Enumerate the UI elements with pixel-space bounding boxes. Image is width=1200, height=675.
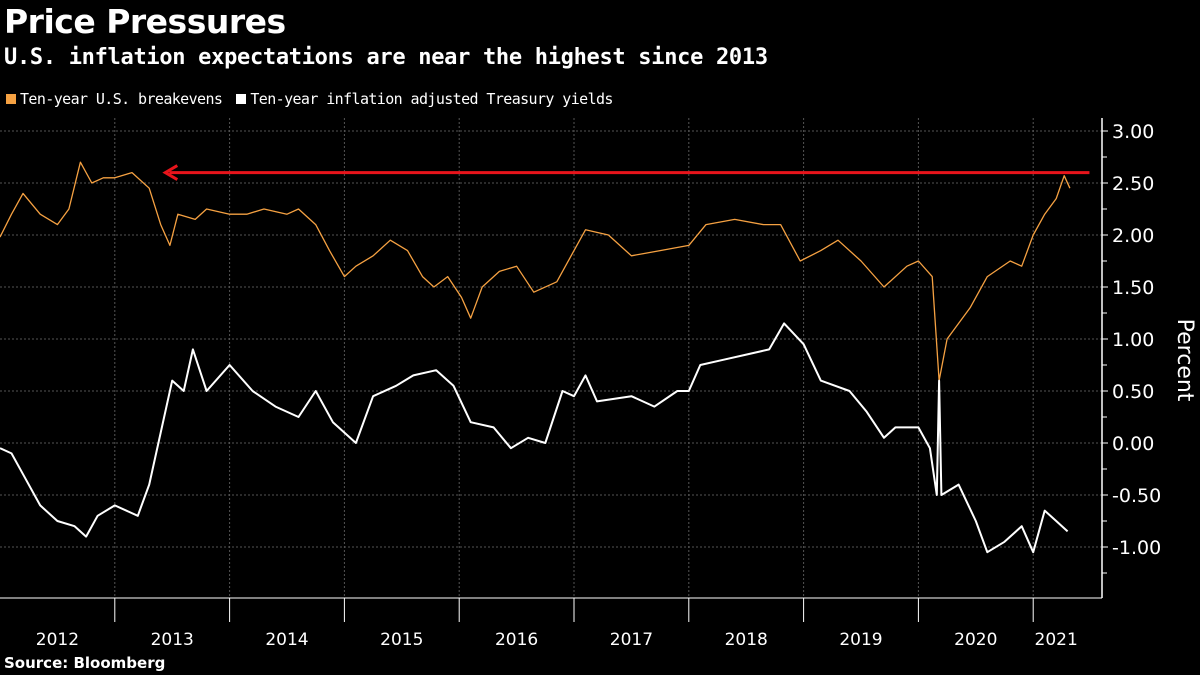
legend-label: Ten-year U.S. breakevens	[20, 90, 223, 108]
source-note: Source: Bloomberg	[4, 654, 166, 672]
chart-subtitle: U.S. inflation expectations are near the…	[4, 45, 768, 70]
series-line-breakevens	[0, 161, 1071, 382]
y-axis-label: Percent	[1172, 319, 1197, 402]
y-tick-label: 0.50	[1112, 381, 1154, 403]
legend-label: Ten-year inflation adjusted Treasury yie…	[250, 90, 613, 108]
x-tick-label: 2020	[954, 630, 997, 650]
legend-item-breakevens: Ten-year U.S. breakevens	[6, 90, 223, 108]
legend: Ten-year U.S. breakevens Ten-year inflat…	[6, 90, 613, 108]
x-tick-label: 2019	[839, 630, 882, 650]
y-tick-label: 2.50	[1112, 173, 1154, 195]
x-tick-label: 2017	[610, 630, 653, 650]
y-tick-label: 2.00	[1112, 225, 1154, 247]
y-tick-label: 3.00	[1112, 121, 1154, 143]
y-tick-label: -1.00	[1112, 537, 1161, 559]
y-tick-label: 1.00	[1112, 329, 1154, 351]
x-tick-label: 2013	[151, 630, 194, 650]
x-tick-label: 2018	[725, 630, 768, 650]
x-tick-label: 2012	[36, 630, 79, 650]
arrow-head-icon	[162, 164, 179, 181]
legend-swatch-breakevens	[6, 94, 16, 104]
x-tick-label: 2016	[495, 630, 538, 650]
chart-title: Price Pressures	[4, 2, 286, 41]
y-tick-label: 0.00	[1112, 433, 1154, 455]
y-tick-label: -0.50	[1112, 485, 1161, 507]
x-tick-label: 2014	[265, 630, 308, 650]
series-line-real-yields	[0, 322, 1069, 554]
legend-item-real-yields: Ten-year inflation adjusted Treasury yie…	[236, 90, 613, 108]
x-tick-label: 2021	[1035, 630, 1078, 650]
legend-swatch-real-yields	[236, 94, 247, 104]
x-tick-label: 2015	[380, 630, 423, 650]
y-tick-label: 1.50	[1112, 277, 1154, 299]
